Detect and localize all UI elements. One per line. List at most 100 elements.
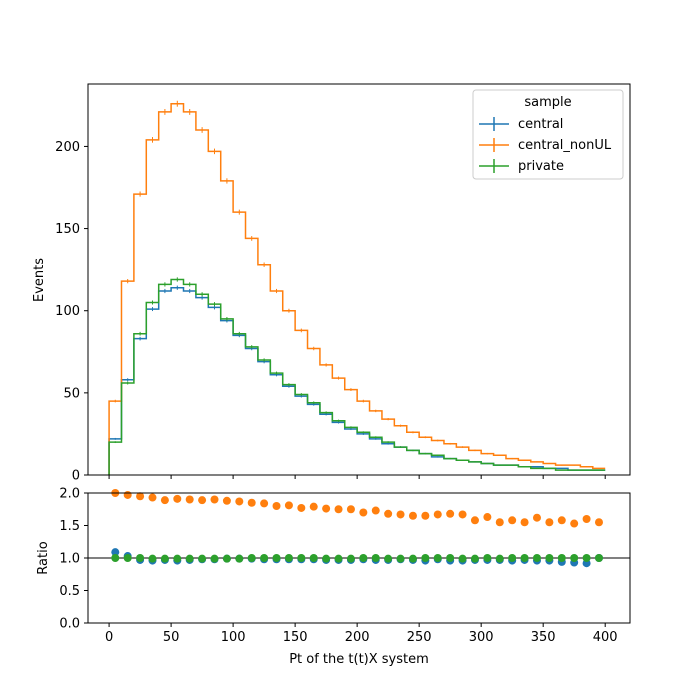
main-y-tick-label: 100 [55, 304, 80, 319]
main-series-layer [108, 100, 606, 475]
ratio-point-central-nonul [160, 496, 169, 505]
x-axis-label: Pt of the t(t)X system [289, 652, 429, 667]
ratio-point-private [557, 554, 566, 562]
main-y-tick-label: 50 [63, 386, 80, 401]
ratio-point-central-nonul [421, 511, 430, 520]
ratio-point-private [173, 554, 182, 563]
ratio-point-private [123, 554, 132, 562]
ratio-point-central-nonul [235, 497, 244, 506]
ratio-point-central-nonul [309, 502, 318, 511]
ratio-point-central-nonul [297, 503, 306, 512]
ratio-point-central-nonul [396, 510, 405, 519]
ratio-y-tick-label: 1.0 [59, 552, 80, 567]
ratio-point-central-nonul [272, 502, 281, 510]
ratio-point-central-nonul [508, 516, 517, 525]
ratio-point-private [396, 554, 405, 563]
histogram-line-central [108, 286, 606, 475]
ratio-point-private [532, 554, 541, 562]
ratio-point-central-nonul [210, 495, 219, 504]
ratio-y-axis-label: Ratio [36, 541, 51, 574]
ratio-point-central-nonul [222, 496, 231, 505]
ratio-point-private [384, 554, 393, 563]
ratio-point-central [111, 548, 120, 557]
ratio-point-central-nonul [483, 513, 492, 522]
ratio-point-private [433, 554, 442, 562]
legend-label-private: private [518, 159, 564, 174]
x-tick-label: 200 [345, 630, 370, 645]
main-tick-layer: 0 50 100 150 200 [55, 140, 606, 484]
ratio-point-central-nonul [322, 504, 331, 513]
histogram-line-private [108, 278, 606, 475]
ratio-point-private [136, 554, 145, 562]
ratio-point-central-nonul [346, 505, 355, 514]
main-y-tick-label: 150 [55, 222, 80, 237]
ratio-y-tick-label: 0.5 [59, 584, 80, 599]
ratio-point-private [148, 554, 157, 563]
ratio-y-tick-label: 0.0 [59, 617, 80, 632]
ratio-point-central-nonul [495, 518, 504, 527]
x-tick-label: 0 [105, 630, 113, 645]
ratio-point-private [446, 554, 455, 562]
ratio-point-private [594, 554, 603, 562]
x-tick-label: 300 [469, 630, 494, 645]
ratio-point-central-nonul [260, 499, 269, 508]
ratio-point-private [408, 554, 417, 563]
ratio-point-private [284, 554, 293, 562]
ratio-point-central-nonul [446, 509, 455, 518]
x-tick-label: 250 [407, 630, 432, 645]
ratio-point-private [520, 554, 529, 562]
ratio-point-central-nonul [570, 519, 579, 528]
ratio-point-private [359, 554, 368, 562]
ratio-point-central-nonul [371, 506, 380, 515]
main-y-tick-label: 0 [72, 469, 80, 484]
ratio-point-central-nonul [136, 492, 145, 501]
ratio-point-central-nonul [594, 518, 603, 527]
ratio-point-private [322, 554, 331, 563]
main-histogram-panel: 0 50 100 150 200 Events sample central centr… [32, 83, 631, 484]
ratio-panel: 0 50 100 150 200 250 300 350 4000.00.51.01.52.0 … [36, 487, 631, 667]
ratio-point-central-nonul [334, 505, 343, 514]
ratio-point-private [545, 554, 554, 562]
ratio-point-private [198, 554, 207, 563]
legend-entry-central: central [479, 117, 563, 132]
ratio-point-central-nonul [532, 513, 541, 522]
legend-entry-central-nonul: central_nonUL [479, 138, 612, 153]
ratio-point-private [235, 554, 244, 563]
legend-title: sample [524, 95, 571, 110]
main-axes-frame [87, 83, 631, 476]
legend-entry-private: private [479, 159, 564, 174]
ratio-point-central-nonul [433, 510, 442, 519]
x-tick-label: 150 [283, 630, 308, 645]
x-tick-label: 400 [593, 630, 618, 645]
ratio-point-private [185, 554, 194, 563]
ratio-point-private [160, 554, 169, 563]
ratio-point-private [470, 554, 479, 563]
x-tick-label: 50 [163, 630, 180, 645]
ratio-series-layer [111, 489, 603, 568]
ratio-point-central-nonul [284, 501, 293, 510]
ratio-point-private [309, 554, 318, 562]
ratio-point-private [371, 554, 380, 562]
legend-label-central-nonul: central_nonUL [518, 138, 612, 153]
ratio-point-private [210, 554, 219, 563]
ratio-point-private [272, 554, 281, 562]
ratio-point-private [495, 554, 504, 563]
x-tick-label: 100 [221, 630, 246, 645]
ratio-point-private [247, 554, 256, 562]
ratio-point-central-nonul [520, 518, 529, 527]
ratio-point-private [570, 554, 579, 562]
ratio-point-private [260, 554, 269, 562]
ratio-point-central-nonul [470, 516, 479, 525]
ratio-point-central-nonul [359, 508, 368, 517]
ratio-point-central-nonul [148, 493, 157, 502]
main-y-tick-label: 200 [55, 140, 80, 155]
ratio-y-tick-label: 2.0 [59, 487, 80, 502]
ratio-point-central-nonul [408, 511, 417, 520]
ratio-point-private [421, 554, 430, 562]
ratio-point-private [334, 554, 343, 563]
ratio-point-central-nonul [384, 509, 393, 518]
ratio-point-private [508, 554, 517, 562]
ratio-point-private [582, 554, 591, 562]
ratio-point-private [346, 554, 355, 563]
